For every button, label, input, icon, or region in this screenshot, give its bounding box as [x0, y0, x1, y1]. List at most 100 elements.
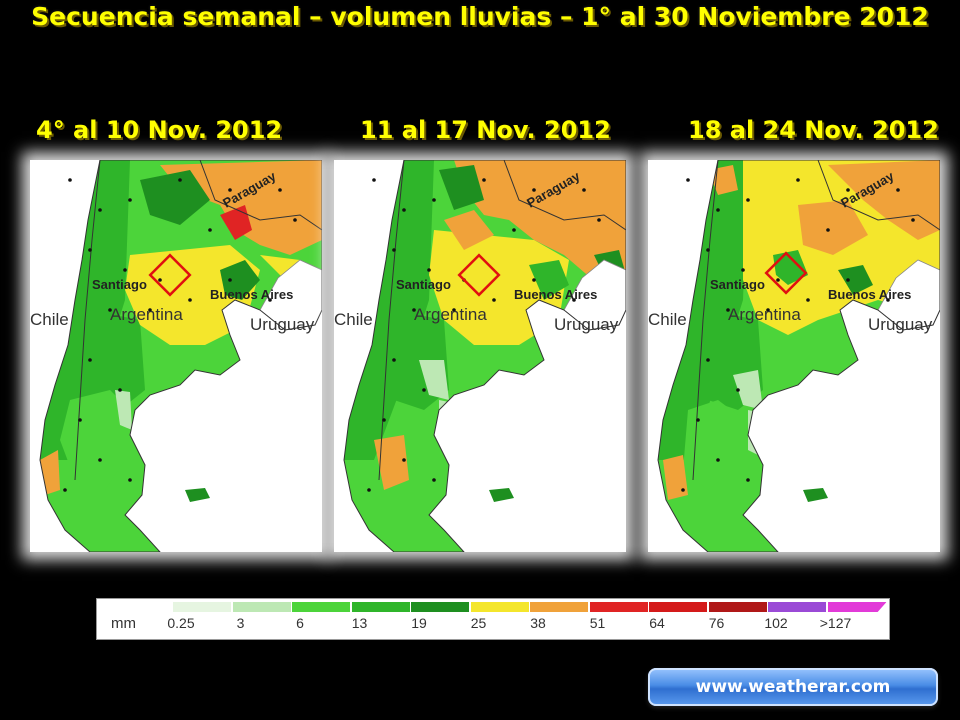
station-dot: [293, 218, 297, 222]
rain-zone: [439, 165, 484, 210]
station-dot: [178, 178, 182, 182]
highlight-region: [457, 253, 501, 297]
legend-swatch: [232, 602, 292, 612]
station-dot: [158, 278, 162, 282]
rainfall-map-week-2: Paraguay Santiago Buenos Aires Argentina Chi…: [334, 160, 626, 552]
station-dot: [88, 358, 92, 362]
station-dot: [706, 248, 710, 252]
station-dot: [148, 308, 152, 312]
rain-zone: [733, 370, 763, 410]
station-dot: [123, 268, 127, 272]
station-dot: [432, 478, 436, 482]
station-dot: [681, 488, 685, 492]
station-dot: [392, 358, 396, 362]
rain-zone: [60, 390, 130, 490]
uruguay-label: Uruguay: [554, 315, 619, 334]
chile-label: Chile: [648, 310, 687, 329]
falkland-islands: [489, 488, 514, 502]
legend-tick: 38: [530, 615, 546, 631]
argentina-label: Argentina: [414, 305, 487, 324]
station-dot: [188, 298, 192, 302]
buenos-aires-label: Buenos Aires: [514, 287, 598, 302]
rainfall-map-week-1: Paraguay Santiago Buenos Aires Argentina Chi…: [30, 160, 322, 552]
station-dot: [736, 388, 740, 392]
station-dot: [597, 218, 601, 222]
rain-zone: [798, 200, 868, 255]
station-dot: [118, 388, 122, 392]
station-dot: [452, 308, 456, 312]
website-link[interactable]: www.weatherar.com: [648, 668, 938, 706]
legend-tick: 19: [411, 615, 427, 631]
coastline: [39, 160, 322, 552]
uruguay-label: Uruguay: [250, 315, 315, 334]
rain-zone: [115, 390, 132, 430]
panel-3-subtitle: 18 al 24 Nov. 2012: [688, 116, 939, 144]
station-dot: [846, 188, 850, 192]
rain-zone: [220, 205, 252, 240]
station-dot: [402, 458, 406, 462]
legend-tick: 3: [236, 615, 245, 631]
panel-2-subtitle: 11 al 17 Nov. 2012: [360, 116, 611, 144]
legend-swatch: [292, 602, 351, 612]
station-dot: [896, 188, 900, 192]
santiago-label: Santiago: [92, 277, 147, 292]
station-dot: [706, 358, 710, 362]
falkland-islands: [185, 488, 210, 502]
station-dot: [228, 188, 232, 192]
legend-swatch: [768, 602, 827, 612]
panel-1-subtitle: 4° al 10 Nov. 2012: [36, 116, 283, 144]
station-dot: [532, 188, 536, 192]
border-line: [74, 160, 101, 481]
rain-zone: [220, 260, 260, 300]
border-line: [378, 160, 405, 481]
legend-tick: 6: [296, 615, 304, 631]
station-dot: [128, 198, 132, 202]
station-dot: [392, 248, 396, 252]
station-dot: [432, 198, 436, 202]
legend-swatch: [470, 602, 530, 612]
station-dot: [846, 278, 850, 282]
border-line: [692, 160, 719, 481]
legend-swatch: [827, 602, 887, 612]
map-svg: [648, 160, 940, 552]
legend-swatch: [351, 602, 411, 612]
rain-zone: [374, 435, 409, 490]
station-dot: [78, 418, 82, 422]
station-dot: [108, 308, 112, 312]
highlight-region: [148, 253, 192, 297]
station-dot: [686, 178, 690, 182]
station-dot: [911, 218, 915, 222]
falkland-islands: [803, 488, 828, 502]
rain-zone: [838, 265, 873, 295]
station-dot: [367, 488, 371, 492]
rain-zone: [529, 260, 569, 300]
station-dot: [482, 178, 486, 182]
station-dot: [128, 478, 132, 482]
buenos-aires-label: Buenos Aires: [210, 287, 294, 302]
rainfall-map-week-3: Paraguay Santiago Buenos Aires Argentina Chi…: [648, 160, 940, 552]
station-dot: [278, 188, 282, 192]
argentina-label: Argentina: [110, 305, 183, 324]
legend-tick: 25: [470, 615, 487, 631]
station-dot: [826, 228, 830, 232]
chile-label: Chile: [334, 310, 373, 329]
station-dot: [68, 178, 72, 182]
station-dot: [572, 298, 576, 302]
coastline: [343, 160, 626, 552]
legend-tick: 0.25: [167, 615, 195, 631]
station-dot: [806, 298, 810, 302]
station-dot: [766, 308, 770, 312]
station-dot: [88, 248, 92, 252]
border-line: [503, 160, 626, 231]
argentina-label: Argentina: [728, 305, 801, 324]
chile-label: Chile: [30, 310, 69, 329]
station-dot: [412, 308, 416, 312]
station-dot: [696, 418, 700, 422]
station-dot: [532, 278, 536, 282]
legend-swatch: [411, 602, 470, 612]
station-dot: [716, 458, 720, 462]
legend-swatch: [649, 602, 708, 612]
station-dot: [582, 188, 586, 192]
station-dot: [716, 208, 720, 212]
santiago-label: Santiago: [710, 277, 765, 292]
